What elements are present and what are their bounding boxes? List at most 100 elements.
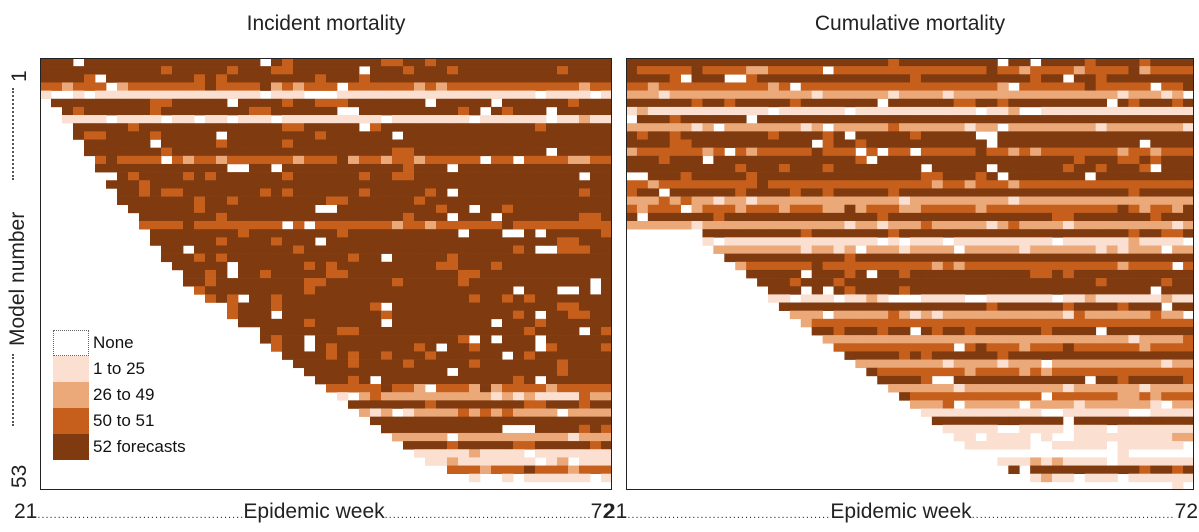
heat-cell — [238, 106, 250, 116]
heat-cell — [469, 392, 481, 401]
heat-cell — [1161, 278, 1173, 287]
heat-cell — [866, 335, 878, 344]
heat-cell — [491, 375, 503, 385]
heat-cell — [899, 367, 911, 377]
heat-cell — [282, 82, 294, 91]
heat-cell — [778, 131, 791, 140]
heat-cell — [392, 392, 404, 401]
heat-cell — [183, 261, 195, 271]
heat-cell — [1117, 261, 1129, 271]
heat-cell — [601, 98, 612, 108]
heat-cell — [1172, 221, 1184, 230]
heat-cell — [822, 245, 834, 254]
heat-cell — [626, 98, 638, 108]
heat-cell — [636, 58, 649, 67]
heat-cell — [975, 66, 987, 75]
heat-cell — [469, 131, 481, 140]
heat-cell — [491, 106, 503, 116]
plot-frame — [626, 58, 1194, 490]
heat-cell — [1030, 221, 1042, 230]
heat-cell — [227, 286, 239, 295]
heat-cell — [1128, 221, 1140, 230]
heat-cell — [1041, 123, 1053, 132]
heat-cell — [370, 310, 382, 320]
heat-cell — [590, 392, 602, 401]
heat-cell — [997, 155, 1009, 165]
heat-cell — [910, 343, 922, 352]
heat-cell — [1030, 245, 1042, 254]
heat-cell — [480, 343, 492, 352]
heat-cell — [260, 229, 272, 238]
heat-cell — [535, 318, 547, 328]
heat-cell — [601, 106, 612, 116]
heat-cell — [601, 294, 612, 303]
heat-cell — [293, 123, 305, 132]
heat-cell — [392, 180, 404, 189]
heat-cell — [942, 196, 955, 206]
heat-cell — [920, 139, 933, 148]
heat-cell — [1073, 416, 1086, 426]
heat-cell — [1008, 131, 1020, 140]
heat-cell — [713, 106, 725, 116]
heat-cell — [986, 123, 998, 132]
heat-cell — [260, 163, 272, 173]
heat-cell — [535, 424, 547, 434]
heat-cell — [480, 261, 492, 271]
heat-cell — [381, 212, 393, 222]
heat-cell — [997, 115, 1009, 124]
heat-cell — [513, 180, 525, 189]
heat-cell — [480, 400, 492, 409]
heat-cell — [480, 196, 492, 206]
heat-cell — [1030, 392, 1042, 401]
heat-cell — [1150, 212, 1162, 222]
heat-cell — [691, 74, 703, 83]
heat-cell — [271, 66, 283, 75]
heat-cell — [403, 58, 415, 67]
heat-cell — [855, 326, 867, 336]
heat-cell — [249, 269, 261, 279]
heat-cell — [910, 188, 922, 197]
heat-cell — [106, 147, 118, 157]
heat-cell — [1052, 163, 1064, 173]
heat-cell — [1150, 221, 1162, 230]
heat-cell — [1150, 384, 1162, 393]
heat-cell — [359, 253, 371, 263]
heat-cell — [425, 221, 437, 230]
heat-cell — [910, 384, 922, 393]
heat-cell — [636, 106, 649, 116]
heat-cell — [1172, 392, 1184, 401]
heat-cell — [458, 139, 470, 148]
heat-cell — [1019, 82, 1031, 91]
heat-cell — [337, 212, 349, 222]
heat-cell — [414, 131, 426, 140]
heat-cell — [713, 139, 725, 148]
heat-cell — [768, 294, 780, 303]
heat-cell — [1008, 351, 1020, 360]
heat-cell — [1095, 318, 1108, 328]
heat-cell — [669, 163, 682, 173]
heat-cell — [337, 384, 349, 393]
heat-cell — [1128, 416, 1140, 426]
heat-cell — [590, 245, 602, 254]
heat-cell — [702, 123, 714, 132]
heat-cell — [601, 326, 612, 336]
heat-cell — [1106, 294, 1118, 303]
heat-cell — [1161, 131, 1173, 140]
heat-cell — [1161, 261, 1173, 271]
heat-cell — [568, 229, 580, 238]
heat-cell — [425, 400, 437, 409]
heat-cell — [95, 139, 107, 148]
heat-cell — [524, 286, 536, 295]
heat-cell — [888, 318, 900, 328]
heat-cell — [480, 204, 492, 214]
heat-cell — [953, 237, 966, 246]
heat-cell — [546, 253, 558, 263]
heat-cell — [789, 221, 802, 230]
heat-cell — [392, 424, 404, 434]
heat-cell — [557, 131, 569, 140]
heat-cell — [1052, 465, 1064, 474]
heat-cell — [260, 237, 272, 246]
heat-cell — [359, 163, 371, 173]
heat-cell — [778, 180, 791, 189]
heat-cell — [877, 343, 889, 352]
